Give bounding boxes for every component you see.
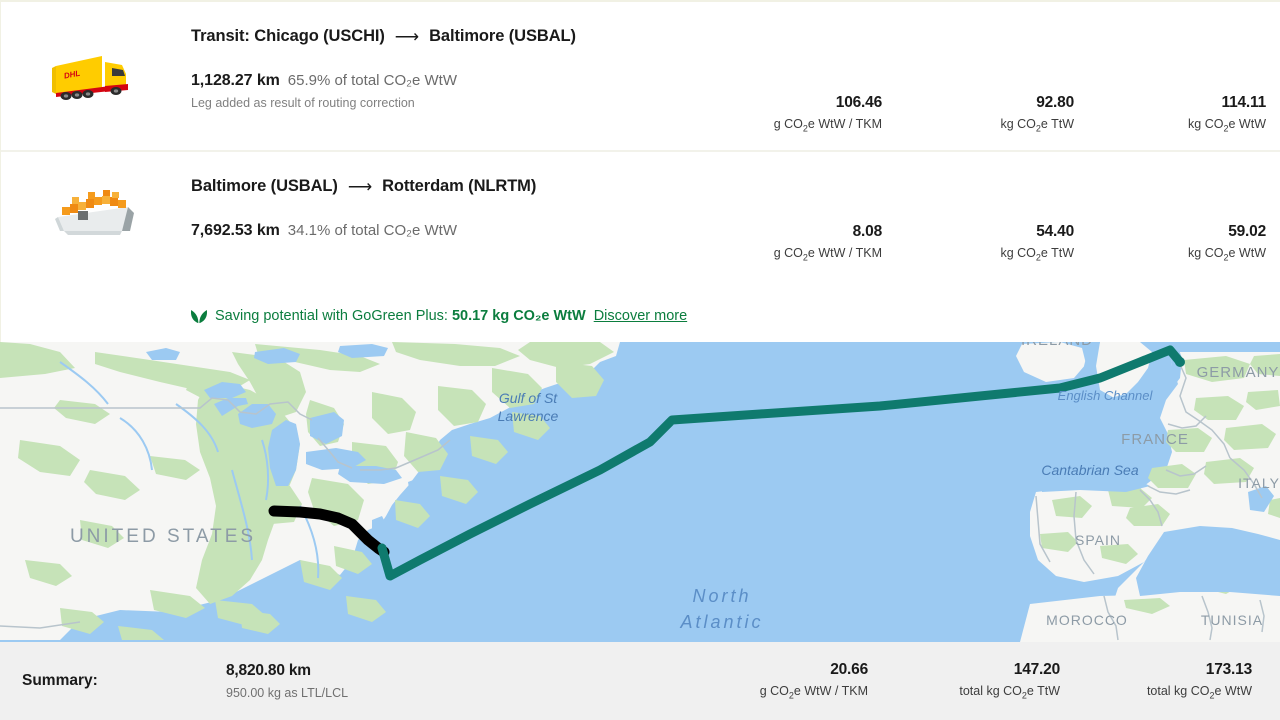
leg-distance: 7,692.53 km — [191, 222, 280, 239]
sea-route-line — [377, 345, 1185, 581]
gogreen-label: Saving potential with GoGreen Plus: — [215, 308, 448, 324]
metric-value: 8.08 — [852, 223, 883, 240]
metric-unit: kg CO2e WtW — [1188, 117, 1266, 134]
leg-metrics: 106.46 g CO2e WtW / TKM 92.80 kg CO2e Tt… — [0, 94, 1280, 134]
metric-intensity: 106.46 g CO2e WtW / TKM — [664, 94, 896, 134]
metric-intensity: 8.08 g CO2e WtW / TKM — [664, 223, 896, 263]
metric-unit: kg CO2e TtW — [1000, 117, 1074, 134]
map-label: MOROCCO — [1046, 612, 1128, 628]
leg-title: Baltimore (USBAL) ⟶ Rotterdam (NLRTM) — [191, 176, 1280, 196]
summary-distance: 8,820.80 km — [226, 662, 311, 679]
gogreen-value: 50.17 kg CO₂e WtW — [451, 308, 586, 324]
svg-text:DHL: DHL — [63, 69, 81, 81]
legs-list: DHL — [0, 0, 1280, 342]
leg-stats: 7,692.53 km 34.1% of total CO₂e WtW — [191, 222, 1280, 240]
map-label: Gulf of St — [499, 390, 558, 406]
leg-destination: Baltimore (USBAL) — [429, 27, 576, 45]
leg-stats: 1,128.27 km 65.9% of total CO₂e WtW — [191, 72, 1280, 90]
map-label: North — [692, 586, 751, 606]
metric-value: 106.46 — [835, 94, 882, 111]
summary-distance-block: 8,820.80 km 950.00 kg as LTL/LCL — [190, 662, 348, 700]
arrow-right-icon: ⟶ — [394, 27, 420, 46]
arrow-right-icon: ⟶ — [347, 177, 373, 196]
leg-row[interactable]: DHL — [1, 2, 1280, 150]
leg-row[interactable]: Baltimore (USBAL) ⟶ Rotterdam (NLRTM) 7,69… — [1, 150, 1280, 268]
metric-unit: g CO2e WtW / TKM — [759, 684, 868, 701]
map-label: English Channel — [1058, 388, 1154, 403]
map-labels: UNITED STATES IRELAND GERMANY FRANCE ITALY SP… — [70, 342, 1280, 632]
metric-value: 20.66 — [830, 661, 868, 679]
summary-weight: 950.00 kg as LTL/LCL — [226, 686, 349, 700]
metric-value: 173.13 — [1205, 661, 1252, 679]
gogreen-saving-banner: Saving potential with GoGreen Plus: 50.1… — [190, 308, 687, 324]
map-label: UNITED STATES — [70, 526, 256, 547]
leg-metrics: 8.08 g CO2e WtW / TKM 54.40 kg CO2e TtW … — [0, 223, 1280, 263]
map-label: Atlantic — [679, 612, 763, 632]
origin-marker — [269, 506, 279, 516]
summary-metrics: 20.66 g CO2e WtW / TKM 147.20 total kg C… — [650, 661, 1280, 701]
leg-distance: 1,128.27 km — [191, 72, 280, 89]
leg-title-prefix: Transit: — [191, 27, 255, 45]
map-canvas[interactable]: UNITED STATES IRELAND GERMANY FRANCE ITALY SP… — [0, 342, 1280, 642]
metric-unit: g CO2e WtW / TKM — [773, 246, 882, 263]
summary-label: Summary: — [22, 672, 98, 689]
summary-bar: Summary: 8,820.80 km 950.00 kg as LTL/LC… — [0, 642, 1280, 720]
european-seas — [1042, 342, 1280, 596]
leg-body: Transit: Chicago (USCHI) ⟶ Baltimore (USBA… — [191, 2, 1280, 110]
truck-dhl-icon: DHL — [1, 2, 191, 150]
metric-ttw: 92.80 kg CO2e TtW — [896, 94, 1088, 134]
metric-value: 54.40 — [1036, 223, 1074, 240]
destination-marker — [1175, 357, 1185, 367]
leg-share: 34.1% of total CO₂e WtW — [287, 222, 457, 239]
route-map[interactable]: UNITED STATES IRELAND GERMANY FRANCE ITALY SP… — [0, 342, 1280, 642]
container-ship-icon — [1, 152, 191, 270]
metric-unit: kg CO2e WtW — [1188, 246, 1266, 263]
leaf-icon — [190, 309, 208, 324]
map-label: ITALY — [1238, 475, 1280, 491]
metric-value: 147.20 — [1013, 661, 1060, 679]
rivers — [59, 361, 320, 579]
leg-note: Leg added as result of routing correctio… — [191, 96, 415, 110]
metric-value: 59.02 — [1228, 223, 1266, 240]
metric-unit: total kg CO2e TtW — [959, 684, 1060, 701]
summary-metric-ttw: 147.20 total kg CO2e TtW — [882, 661, 1074, 701]
leg-destination: Rotterdam (NLRTM) — [382, 177, 537, 195]
leg-origin: Baltimore (USBAL) — [191, 177, 338, 195]
metric-ttw: 54.40 kg CO2e TtW — [896, 223, 1088, 263]
leg-share: 65.9% of total CO₂e WtW — [287, 72, 457, 89]
map-label: Cantabrian Sea — [1041, 462, 1139, 478]
metric-value: 92.80 — [1036, 94, 1074, 111]
map-label: TUNISIA — [1201, 612, 1263, 628]
metric-wtw: 114.11 kg CO2e WtW — [1088, 94, 1280, 134]
great-lakes — [146, 344, 402, 486]
leg-title: Transit: Chicago (USCHI) ⟶ Baltimore (USBA… — [191, 26, 1280, 46]
map-label: Lawrence — [498, 408, 559, 424]
road-route-line — [268, 505, 390, 558]
map-label: IRELAND — [1021, 342, 1093, 349]
metric-unit: g CO2e WtW / TKM — [773, 117, 882, 134]
metric-unit: total kg CO2e WtW — [1146, 684, 1252, 701]
leg-body: Baltimore (USBAL) ⟶ Rotterdam (NLRTM) 7,69… — [191, 152, 1280, 240]
metric-unit: kg CO2e TtW — [1000, 246, 1074, 263]
discover-more-link[interactable]: Discover more — [593, 308, 688, 324]
metric-wtw: 59.02 kg CO2e WtW — [1088, 223, 1280, 263]
map-label: SPAIN — [1075, 532, 1121, 548]
summary-metric-intensity: 20.66 g CO2e WtW / TKM — [650, 661, 882, 701]
summary-metric-wtw: 173.13 total kg CO2e WtW — [1074, 661, 1266, 701]
map-label: FRANCE — [1121, 431, 1189, 448]
metric-value: 114.11 — [1221, 94, 1267, 111]
borders — [0, 359, 1265, 641]
leg-origin: Chicago (USCHI) — [254, 27, 385, 45]
map-label: GERMANY — [1197, 364, 1280, 381]
